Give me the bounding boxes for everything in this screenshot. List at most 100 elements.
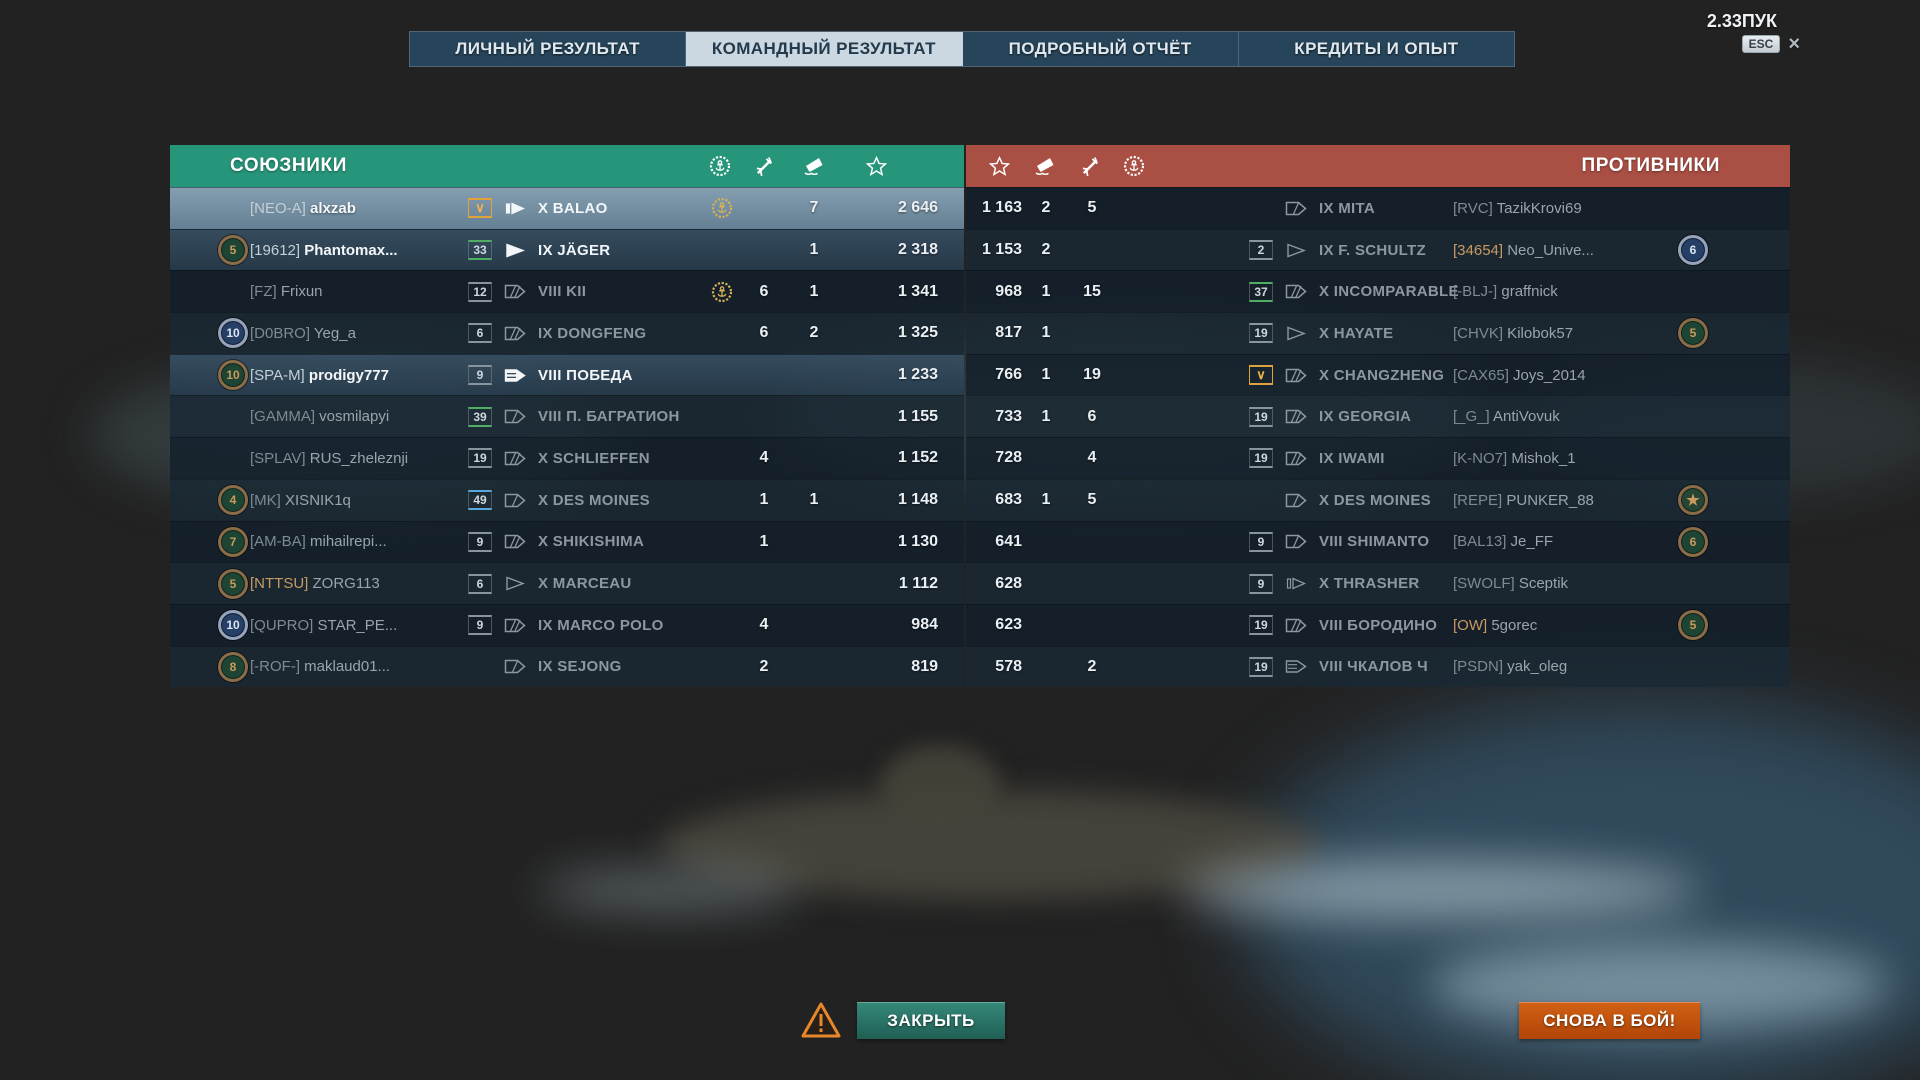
close-battle-results-button[interactable]: ЗАКРЫТЬ (857, 1002, 1005, 1039)
ally-row[interactable]: 5 [19612] Phantomax... 33 IX JÄGER 1 2 318 (170, 228, 964, 271)
clan-season-emblem: 5 (218, 568, 248, 599)
ally-row[interactable]: [SPLAV] RUS_zheleznji 19 X SCHLIEFFEN 4 1 15… (170, 437, 964, 479)
rank-badge: 2 (1249, 240, 1273, 261)
clan-tag: [-ROF-] (250, 658, 300, 676)
ally-row[interactable]: 8 [-ROF-] maklaud01... IX SEJONG 2 819 (170, 645, 964, 688)
allies-header: СОЮЗНИКИ (170, 145, 964, 187)
enemies-rows: 1 163 2 5 IX MITA [RVC] TazikKrovi69 1 153 2 2 I… (966, 187, 1790, 688)
ship-name: IX DONGFENG (538, 324, 647, 342)
enemy-row[interactable]: 733 1 6 19 IX GEORGIA [_G_] AntiVovuk (966, 395, 1790, 438)
player-nickname: RUS_zheleznji (305, 449, 409, 467)
enemy-row[interactable]: 628 9 X THRASHER [SWOLF] Sceptik (966, 562, 1790, 604)
ship-class-bb-icon (1279, 451, 1313, 466)
planes-destroyed-value: 4 (1087, 449, 1097, 467)
ship-class-dd-icon (1279, 243, 1313, 258)
ship-name: X DES MOINES (1319, 491, 1431, 509)
player-name: [SWOLF] Sceptik (1453, 575, 1676, 592)
enemy-row[interactable]: 623 19 VIII БОРОДИНО [OW] 5gorec 5 (966, 603, 1790, 646)
ships-destroyed-value: 1 (1041, 407, 1051, 425)
clan-emblem-slot: ★ (1676, 485, 1710, 516)
clan-season-emblem: 5 (1678, 318, 1708, 349)
ally-row[interactable]: 10 [D0BRO] Yeg_a 6 IX DONGFENG 6 2 1 325 (170, 312, 964, 354)
player-nickname: Phantomax... (300, 241, 398, 259)
rank-badge: 19 (1249, 323, 1273, 344)
version-label: 2.33ПУК (1706, 11, 1777, 31)
base-xp-value: 1 341 (897, 282, 938, 300)
planes-destroyed-value: 6 (1087, 407, 1097, 425)
ship-class-dd-icon (498, 576, 532, 591)
tab-team-result[interactable]: КОМАНДНЫЙ РЕЗУЛЬТАТ (686, 32, 963, 66)
tab-personal-result[interactable]: ЛИЧНЫЙ РЕЗУЛЬТАТ (410, 32, 687, 66)
player-nickname: STAR_PE... (313, 616, 398, 634)
base-xp-value: 968 (995, 282, 1022, 300)
clan-emblem-slot: 8 (216, 651, 250, 682)
enemy-row[interactable]: 578 2 19 VIII ЧКАЛОВ Ч [PSDN] yak_oleg (966, 645, 1790, 688)
ship-class-ca-icon (1279, 534, 1313, 549)
enemy-row[interactable]: 1 153 2 2 IX F. SCHULTZ [34654] Neo_Unive...… (966, 228, 1790, 271)
rank-badge: ∨ (468, 198, 492, 219)
rank-badge-slot: 33 (462, 240, 498, 261)
clan-season-emblem: 7 (218, 526, 248, 557)
ally-row[interactable]: 7 [AM-BA] mihailrepi... 9 X SHIKISHIMA 1 1 13… (170, 520, 964, 563)
esc-close-group: ESC × (1741, 33, 1800, 55)
rank-badge: 9 (468, 365, 492, 386)
clan-tag: [34654] (1453, 241, 1504, 259)
clan-tag: [PSDN] (1453, 658, 1504, 676)
enemy-row[interactable]: 683 1 5 X DES MOINES [REPE] PUNKER_88 ★ (966, 478, 1790, 521)
ally-row[interactable]: 4 [MK] XISNIK1q 49 X DES MOINES 1 1 1 148 (170, 478, 964, 521)
player-nickname: Mishok_1 (1507, 449, 1576, 467)
enemy-row[interactable]: 817 1 19 X HAYATE [CHVK] Kilobok57 5 (966, 312, 1790, 354)
ally-row[interactable]: 10 [QUPRO] STAR_PE... 9 IX MARCO POLO 4 984 (170, 603, 964, 646)
ship-name: X CHANGZHENG (1319, 366, 1445, 384)
rank-badge: ∨ (1249, 365, 1273, 386)
clan-season-emblem: 10 (218, 610, 248, 641)
player-nickname: vosmilapyi (315, 408, 390, 426)
ally-row[interactable]: [NEO-A] alxzab ∨ X BALAO 7 2 646 (170, 187, 964, 229)
player-name: [RVC] TazikKrovi69 (1453, 200, 1676, 217)
player-nickname: graffnick (1497, 283, 1558, 301)
esc-key-hint[interactable]: ESC (1741, 35, 1781, 53)
enemy-row[interactable]: 728 4 19 IX IWAMI [K-NO7] Mishok_1 (966, 437, 1790, 479)
tab-credits-xp[interactable]: КРЕДИТЫ И ОПЫТ (1238, 32, 1514, 66)
player-name: [AM-BA] mihailrepi... (250, 533, 462, 550)
enemy-row[interactable]: 641 9 VIII SHIMANTO [BAL13] Je_FF 6 (966, 520, 1790, 563)
ship-class-dd-icon (498, 243, 532, 258)
achievement-slot (702, 281, 742, 303)
enemy-row[interactable]: 1 163 2 5 IX MITA [RVC] TazikKrovi69 (966, 187, 1790, 229)
clan-tag: [NTTSU] (250, 575, 309, 593)
clan-emblem-slot: 10 (216, 610, 250, 641)
ship-class-bb-icon (498, 326, 532, 341)
clan-tag: [19612] (250, 241, 301, 259)
enemy-row[interactable]: 766 1 19 ∨ X CHANGZHENG [CAX65] Joys_2014 (966, 353, 1790, 396)
clan-season-emblem: 6 (1678, 526, 1708, 557)
emblem-number: ★ (1686, 492, 1700, 510)
rank-badge: 19 (468, 448, 492, 469)
enemies-title: ПРОТИВНИКИ (1581, 155, 1720, 176)
ship-name: VIII KII (538, 283, 587, 301)
tab-detailed-report[interactable]: ПОДРОБНЫЙ ОТЧЁТ (962, 32, 1239, 66)
back-to-battle-button[interactable]: СНОВА В БОЙ! (1519, 1002, 1700, 1039)
planes-destroyed-value: 19 (1083, 366, 1101, 384)
ships-destroyed-value: 1 (809, 282, 819, 300)
player-nickname: 5gorec (1487, 616, 1538, 634)
ally-row[interactable]: 10 [SPA-M] prodigy777 9 VIII ПОБЕДА 1 233 (170, 353, 964, 396)
rank-badge: 12 (468, 281, 492, 302)
rank-badge: 6 (468, 573, 492, 594)
rank-badge-slot: 9 (1243, 531, 1279, 552)
base-xp-value: 728 (995, 449, 1022, 467)
enemy-row[interactable]: 968 1 15 37 X INCOMPARABLE [-BLJ-] graffnick (966, 270, 1790, 313)
close-icon[interactable]: × (1788, 33, 1800, 55)
ally-row[interactable]: [FZ] Frixun 12 VIII KII 6 1 1 341 (170, 270, 964, 313)
submarine-tower (880, 745, 1000, 825)
player-name: [FZ] Frixun (250, 283, 462, 300)
rank-badge-slot: 9 (462, 365, 498, 386)
planes-destroyed-value: 6 (759, 282, 769, 300)
wreath-anchor-icon (698, 155, 742, 177)
rank-badge-slot: 37 (1243, 281, 1279, 302)
rank-badge-slot: ∨ (1243, 365, 1279, 386)
player-name: [MK] XISNIK1q (250, 492, 462, 509)
player-name: [REPE] PUNKER_88 (1453, 492, 1676, 509)
ally-row[interactable]: [GAMMA] vosmilapyi 39 VIII П. БАГРАТИОН 1 1… (170, 395, 964, 438)
clan-tag: [BAL13] (1453, 533, 1507, 551)
ally-row[interactable]: 5 [NTTSU] ZORG113 6 X MARCEAU 1 112 (170, 562, 964, 604)
